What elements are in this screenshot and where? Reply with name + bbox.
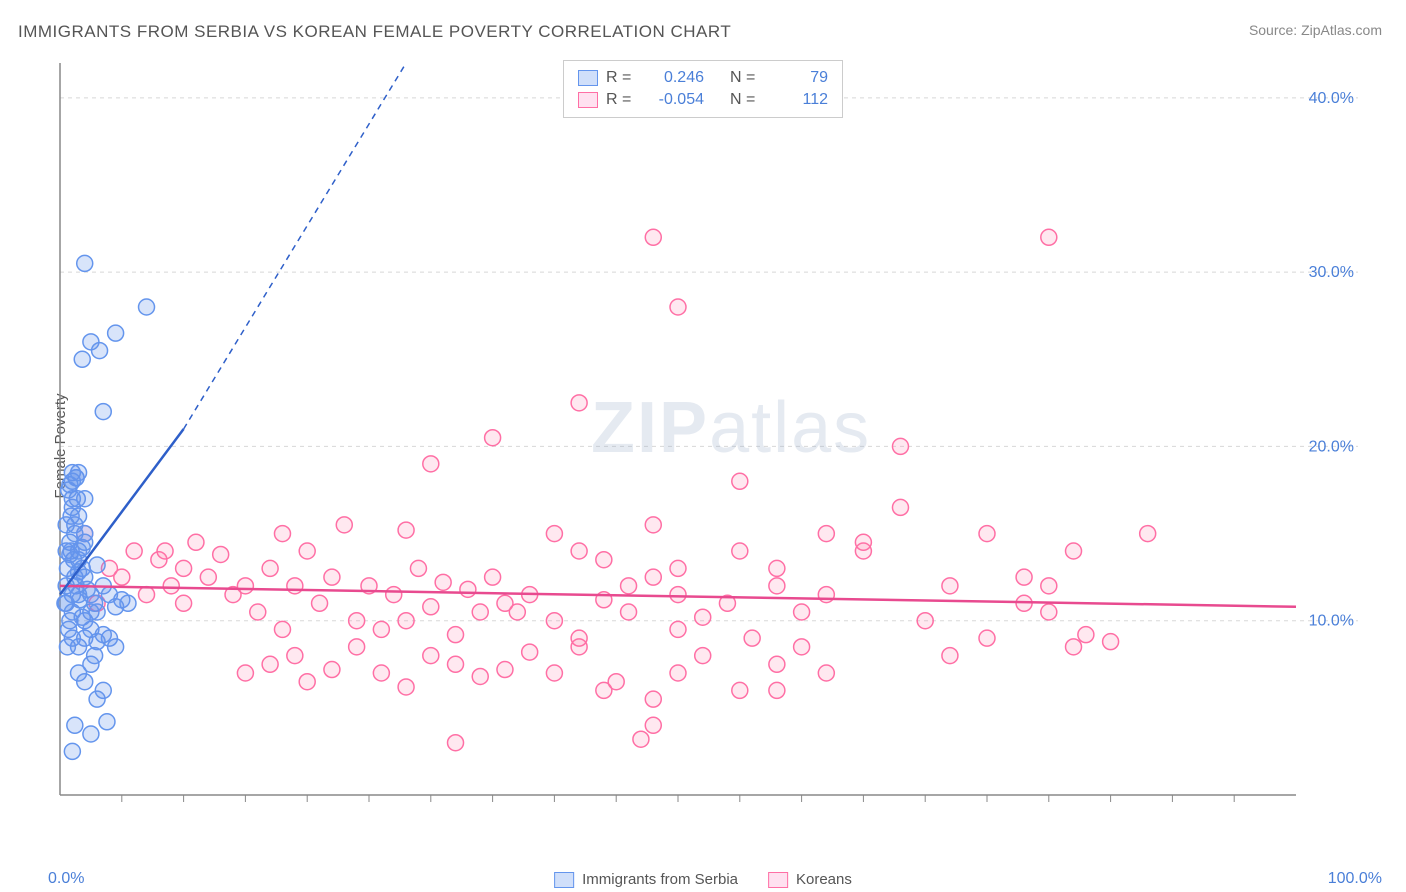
n-label: N = bbox=[730, 69, 756, 87]
swatch-blue bbox=[554, 872, 574, 888]
svg-text:30.0%: 30.0% bbox=[1309, 264, 1354, 281]
legend-label-koreans: Koreans bbox=[796, 871, 852, 888]
x-axis-min-label: 0.0% bbox=[48, 870, 84, 888]
swatch-blue bbox=[578, 70, 598, 86]
legend-row-koreans: R = -0.054 N = 112 bbox=[578, 89, 828, 111]
svg-text:40.0%: 40.0% bbox=[1309, 90, 1354, 107]
legend-label-serbia: Immigrants from Serbia bbox=[582, 871, 738, 888]
chart-area: 10.0% 20.0% 30.0% 40.0% bbox=[48, 55, 1358, 825]
serbia-n-value: 79 bbox=[764, 69, 828, 87]
serbia-r-value: 0.246 bbox=[640, 69, 704, 87]
koreans-r-value: -0.054 bbox=[640, 91, 704, 109]
scatter-plot: 10.0% 20.0% 30.0% 40.0% bbox=[48, 55, 1358, 825]
legend-item-koreans: Koreans bbox=[768, 871, 852, 888]
chart-title: IMMIGRANTS FROM SERBIA VS KOREAN FEMALE … bbox=[18, 22, 731, 42]
svg-text:10.0%: 10.0% bbox=[1309, 613, 1354, 630]
swatch-pink bbox=[768, 872, 788, 888]
r-label: R = bbox=[606, 69, 632, 87]
koreans-n-value: 112 bbox=[764, 91, 828, 109]
svg-text:20.0%: 20.0% bbox=[1309, 438, 1354, 455]
legend-item-serbia: Immigrants from Serbia bbox=[554, 871, 738, 888]
legend-row-serbia: R = 0.246 N = 79 bbox=[578, 67, 828, 89]
swatch-pink bbox=[578, 92, 598, 108]
x-axis-max-label: 100.0% bbox=[1328, 870, 1382, 888]
n-label: N = bbox=[730, 91, 756, 109]
r-label: R = bbox=[606, 91, 632, 109]
series-legend: Immigrants from Serbia Koreans bbox=[554, 871, 852, 888]
source-attribution: Source: ZipAtlas.com bbox=[1249, 22, 1382, 38]
correlation-legend: R = 0.246 N = 79 R = -0.054 N = 112 bbox=[563, 60, 843, 118]
